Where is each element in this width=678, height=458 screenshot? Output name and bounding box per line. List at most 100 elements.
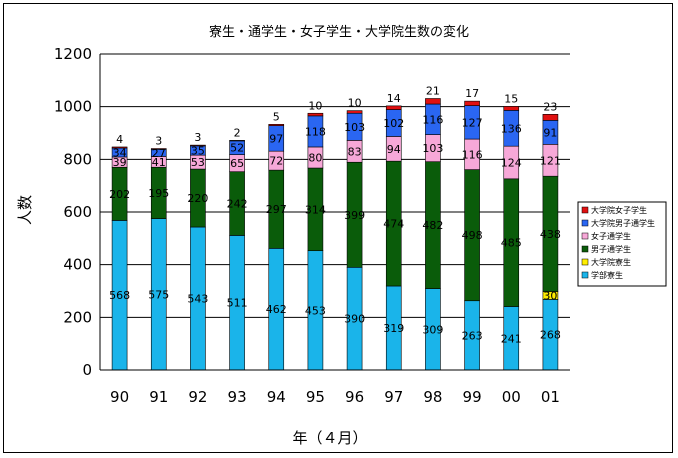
legend-swatch <box>581 258 589 266</box>
data-label: 399 <box>344 209 365 222</box>
data-label: 314 <box>305 203 326 216</box>
data-label: 202 <box>109 188 130 201</box>
data-label: 3 <box>194 131 201 144</box>
data-label: 10 <box>308 99 322 112</box>
data-label: 41 <box>152 156 166 169</box>
data-label: 83 <box>348 145 362 158</box>
bar-segment <box>464 100 480 106</box>
data-label: 52 <box>230 142 244 155</box>
x-tick-label: 91 <box>149 388 168 406</box>
x-tick-label: 01 <box>541 388 560 406</box>
data-label: 34 <box>113 146 127 159</box>
data-label: 136 <box>501 122 522 135</box>
data-label: 543 <box>187 293 208 306</box>
data-label: 97 <box>269 132 283 145</box>
y-tick-label: 600 <box>63 203 92 221</box>
bar-segment <box>425 98 441 105</box>
legend-entry: 大学院寮生 <box>591 257 631 267</box>
x-tick-label: 98 <box>423 388 442 406</box>
data-label: 35 <box>191 145 205 158</box>
bar-segment <box>503 106 520 111</box>
data-label: 121 <box>540 154 561 167</box>
data-label: 390 <box>344 313 365 326</box>
data-label: 498 <box>462 229 483 242</box>
data-label: 23 <box>543 100 557 113</box>
bar-segment <box>150 148 167 150</box>
data-label: 65 <box>230 157 244 170</box>
legend-box <box>577 201 667 287</box>
x-tick-label: 93 <box>228 388 247 406</box>
bar-segment <box>229 140 245 142</box>
y-tick-label: 400 <box>63 256 92 274</box>
y-tick-label: 1000 <box>54 98 92 116</box>
data-label: 268 <box>540 329 561 342</box>
x-axis-label: 年（４月） <box>292 429 367 447</box>
data-label: 80 <box>308 151 322 164</box>
x-tick-label: 97 <box>384 388 403 406</box>
legend-swatch <box>581 219 589 227</box>
data-label: 103 <box>422 142 443 155</box>
x-tick-label: 92 <box>188 388 207 406</box>
data-label: 297 <box>266 203 287 216</box>
bar-segment <box>190 144 206 147</box>
data-label: 116 <box>422 113 443 126</box>
data-label: 309 <box>422 323 443 336</box>
data-label: 94 <box>387 143 401 156</box>
bar-segment <box>307 112 324 117</box>
grid-lines <box>100 53 570 318</box>
x-tick-label: 90 <box>110 388 129 406</box>
data-label: 319 <box>383 322 404 335</box>
data-label: 102 <box>383 117 404 130</box>
data-label: 53 <box>191 156 205 169</box>
data-label: 21 <box>426 85 440 98</box>
data-label: 14 <box>387 92 401 105</box>
data-label: 127 <box>462 116 483 129</box>
data-label: 39 <box>113 156 127 169</box>
data-label: 241 <box>501 332 522 345</box>
data-label: 5 <box>273 110 280 123</box>
data-label: 30 <box>543 289 557 302</box>
data-label: 91 <box>543 126 557 139</box>
data-label: 462 <box>266 303 287 316</box>
legend-entry: 学部寮生 <box>591 270 623 280</box>
legend-entry: 女子通学生 <box>591 231 631 241</box>
y-tick-label: 800 <box>63 150 92 168</box>
bar-segment <box>542 114 559 121</box>
bar-segment <box>385 105 402 110</box>
data-label: 72 <box>269 155 283 168</box>
legend-entry: 男子通学生 <box>591 244 631 254</box>
data-label: 220 <box>187 192 208 205</box>
x-tick-label: 94 <box>267 388 286 406</box>
bar-segment <box>268 124 285 126</box>
legend-swatch <box>581 206 589 214</box>
data-label: 103 <box>344 121 365 134</box>
data-label: 17 <box>465 87 479 100</box>
bars <box>111 98 559 371</box>
legend-swatch <box>581 232 589 240</box>
data-label: 124 <box>501 156 522 169</box>
data-label: 438 <box>540 228 561 241</box>
data-label: 116 <box>462 148 483 161</box>
legend-swatch <box>581 271 589 279</box>
data-label: 485 <box>501 237 522 250</box>
legend-entry: 大学院男子通学生 <box>591 218 655 228</box>
bar-segment <box>111 146 128 149</box>
data-label: 118 <box>305 125 326 138</box>
data-label: 10 <box>348 97 362 110</box>
data-label: 511 <box>227 297 248 310</box>
x-tick-label: 95 <box>306 388 325 406</box>
legend-swatch <box>581 245 589 253</box>
data-label: 474 <box>383 218 404 231</box>
data-label: 482 <box>422 219 443 232</box>
y-tick-label: 200 <box>63 308 92 326</box>
data-label: 3 <box>155 135 162 148</box>
data-label: 575 <box>148 288 169 301</box>
data-label: 2 <box>234 126 241 139</box>
data-label: 27 <box>152 147 166 160</box>
data-labels: 5682023934457519541273543220533535112426… <box>109 85 561 346</box>
legend-entry: 大学院女子学生 <box>591 205 647 215</box>
data-label: 263 <box>462 329 483 342</box>
